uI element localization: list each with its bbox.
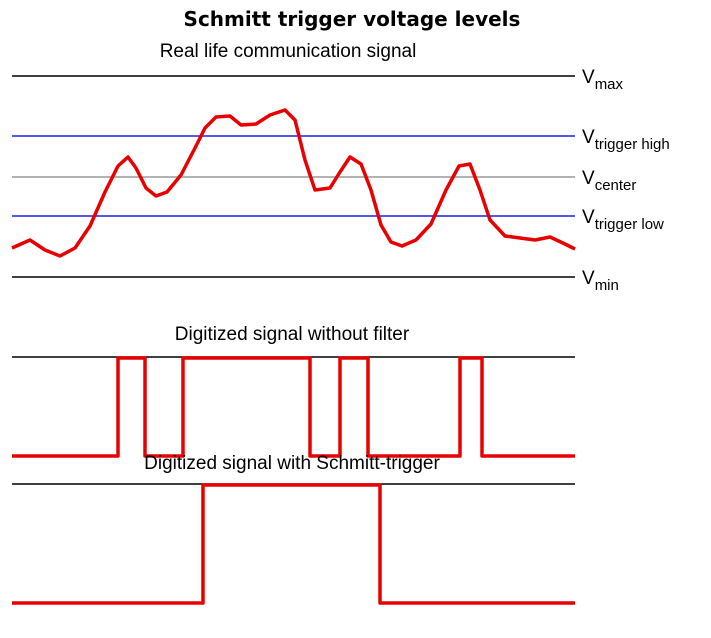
schmitt-signal xyxy=(12,483,575,605)
digital-signal xyxy=(12,356,575,458)
caption: Digitized signal with Schmitt-trigger xyxy=(144,453,440,474)
title: Schmitt trigger voltage levels xyxy=(184,7,521,31)
analog-signal xyxy=(11,108,576,258)
level-label: Vmin xyxy=(582,268,619,294)
caption: Digitized signal without filter xyxy=(175,324,410,345)
level-label: Vmax xyxy=(582,67,624,93)
level-label: Vtrigger high xyxy=(582,127,670,153)
level-label: Vcenter xyxy=(582,168,636,194)
level-label: Vtrigger low xyxy=(582,207,664,233)
caption: Real life communication signal xyxy=(160,41,417,62)
